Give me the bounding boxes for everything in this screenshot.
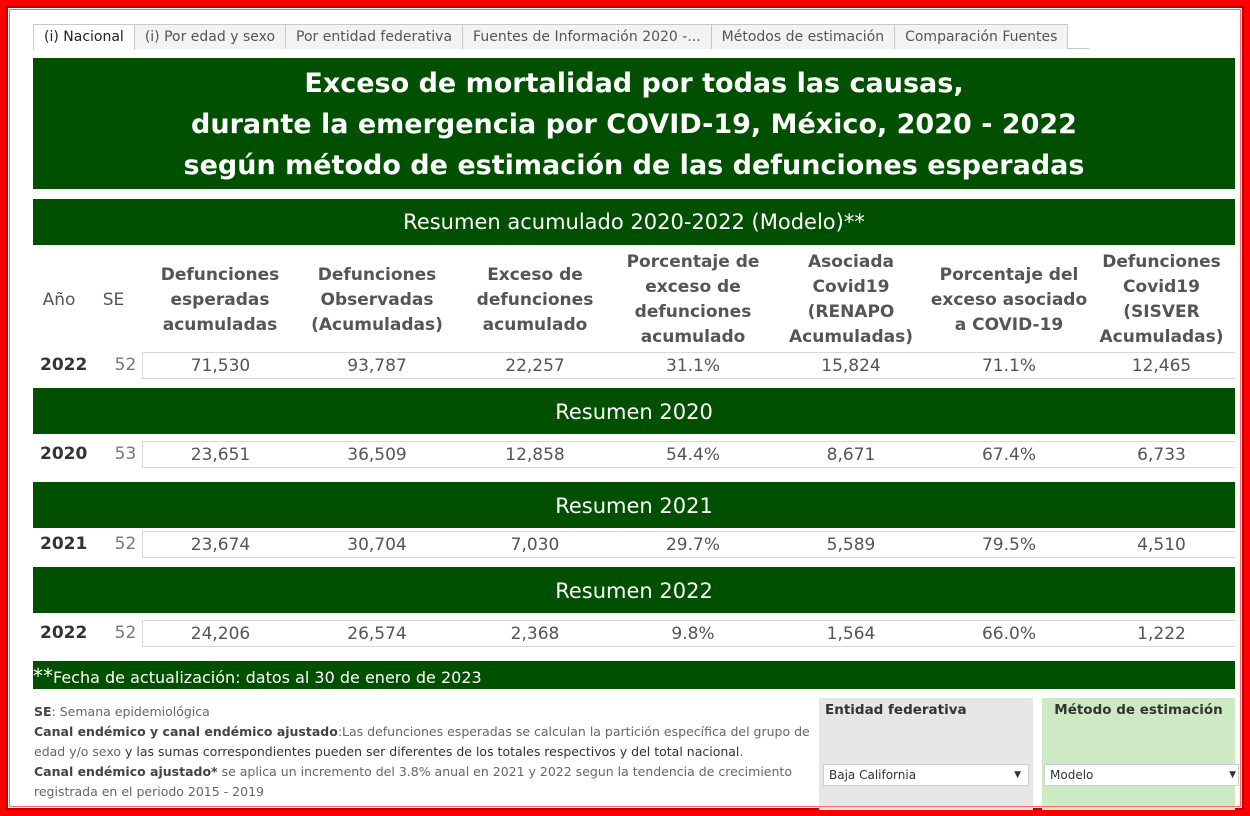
note-ajustado: Canal endémico ajustado* se aplica un in… (34, 764, 792, 799)
cell-expected: 24,206 (190, 624, 251, 644)
cell-sisver: 12,465 (1131, 356, 1192, 376)
row-values: 23,674 30,704 7,030 29.7% 5,589 79.5% 4,… (142, 531, 1235, 558)
row-se: 53 (114, 444, 137, 464)
header-se: SE (102, 289, 125, 310)
table-row-2020: 2020 53 23,651 36,509 12,858 54.4% 8,671… (33, 441, 1235, 468)
header-observed: Defunciones Observadas (Acumuladas) (311, 264, 443, 335)
note-se: SE: Semana epidemiológica (34, 704, 210, 719)
entity-select[interactable]: Baja California ▼ (823, 764, 1029, 786)
update-stars: ** (33, 664, 53, 688)
cell-observed: 30,704 (347, 535, 407, 555)
cell-sisver: 1,222 (1137, 624, 1186, 644)
row-se: 52 (114, 534, 137, 554)
title-line-3: según método de estimación de las defunc… (183, 150, 1085, 181)
cell-pct-excess: 29.7% (665, 535, 720, 555)
tab-metodos[interactable]: Métodos de estimación (710, 24, 896, 49)
filter-method: Método de estimación Modelo ▼ (1042, 698, 1239, 810)
cell-pct-assoc: 66.0% (981, 624, 1036, 644)
cell-pct-assoc: 67.4% (981, 445, 1036, 465)
tab-bar: (i) Nacional (i) Por edad y sexo Por ent… (33, 24, 1089, 50)
cell-pct-assoc: 71.1% (981, 356, 1036, 376)
table-row-2022: 2022 52 24,206 26,574 2,368 9.8% 1,564 6… (33, 620, 1235, 647)
row-year: 2022 (40, 355, 88, 375)
cell-expected: 71,530 (190, 356, 251, 376)
row-se: 52 (114, 355, 137, 375)
update-text: Fecha de actualización: datos al 30 de e… (53, 668, 482, 687)
cell-observed: 36,509 (347, 445, 407, 465)
header-associated: Asociada Covid19 (RENAPO Acumuladas) (789, 252, 913, 347)
chevron-down-icon: ▼ (1229, 770, 1236, 780)
header-pct-assoc: Porcentaje del exceso asociado a COVID-1… (930, 264, 1088, 335)
header-sisver: Defunciones Covid19 (SISVER Acumuladas) (1099, 252, 1224, 347)
chevron-down-icon: ▼ (1014, 770, 1021, 780)
header-year: Año (42, 289, 76, 310)
row-se: 52 (114, 623, 137, 643)
tab-edad-sexo[interactable]: (i) Por edad y sexo (133, 24, 287, 49)
cell-observed: 26,574 (347, 624, 407, 644)
cell-pct-assoc: 79.5% (981, 535, 1036, 555)
cell-sisver: 6,733 (1137, 445, 1186, 465)
table-row-cumulative: 2022 52 71,530 93,787 22,257 31.1% 15,82… (33, 352, 1235, 379)
tab-entidad[interactable]: Por entidad federativa (285, 24, 464, 49)
summary-heading: Resumen acumulado 2020-2022 (Modelo)** (33, 199, 1235, 245)
method-select-value: Modelo (1050, 768, 1094, 782)
table-row-2021: 2021 52 23,674 30,704 7,030 29.7% 5,589 … (33, 531, 1235, 558)
filter-entity: Entidad federativa Baja California ▼ (819, 698, 1033, 810)
cell-associated: 1,564 (826, 624, 876, 644)
header-expected: Defunciones esperadas acumuladas (160, 264, 280, 335)
header-excess: Exceso de defunciones acumulado (476, 264, 594, 335)
tab-fuentes[interactable]: Fuentes de Información 2020 -... (462, 24, 712, 49)
cell-associated: 15,824 (821, 356, 881, 376)
title-line-1: Exceso de mortalidad por todas las causa… (304, 68, 964, 99)
entity-select-value: Baja California (829, 768, 917, 782)
header-pct-excess: Porcentaje de exceso de defunciones acum… (626, 252, 760, 347)
row-year: 2021 (40, 534, 88, 554)
title-line-2: durante la emergencia por COVID-19, Méxi… (191, 109, 1077, 140)
cell-pct-excess: 31.1% (665, 356, 720, 376)
cell-pct-excess: 54.4% (665, 445, 720, 465)
note-canal: Canal endémico y canal endémico ajustado… (34, 724, 810, 759)
row-values: 24,206 26,574 2,368 9.8% 1,564 66.0% 1,2… (142, 620, 1235, 647)
heading-2021: Resumen 2021 (33, 482, 1235, 528)
tab-nacional[interactable]: (i) Nacional (33, 24, 135, 50)
cell-associated: 5,589 (826, 535, 876, 555)
row-year: 2022 (40, 623, 88, 643)
row-values: 71,530 93,787 22,257 31.1% 15,824 71.1% … (142, 352, 1235, 379)
cell-excess: 12,858 (505, 445, 565, 465)
dashboard-title: Exceso de mortalidad por todas las causa… (33, 58, 1235, 189)
heading-2022: Resumen 2022 (33, 567, 1235, 613)
cell-associated: 8,671 (826, 445, 876, 465)
cell-expected: 23,674 (190, 535, 251, 555)
method-select[interactable]: Modelo ▼ (1044, 764, 1239, 786)
cell-excess: 7,030 (510, 535, 560, 555)
heading-2020: Resumen 2020 (33, 388, 1235, 434)
row-values: 23,651 36,509 12,858 54.4% 8,671 67.4% 6… (142, 441, 1235, 468)
notes-block: SE: Semana epidemiológica Canal endémico… (34, 702, 814, 802)
filter-entity-label: Entidad federativa (825, 702, 967, 718)
tab-comparacion[interactable]: Comparación Fuentes (894, 24, 1069, 49)
cell-expected: 23,651 (190, 445, 251, 465)
update-note: **Fecha de actualización: datos al 30 de… (33, 661, 1235, 689)
cell-pct-excess: 9.8% (671, 624, 715, 644)
filter-method-label: Método de estimación (1054, 702, 1223, 718)
cell-excess: 22,257 (505, 356, 565, 376)
cell-observed: 93,787 (347, 356, 407, 376)
row-year: 2020 (40, 444, 88, 464)
cell-sisver: 4,510 (1137, 535, 1186, 555)
cell-excess: 2,368 (510, 624, 560, 644)
table-header: Año SE Defunciones esperadas acumuladas … (33, 248, 1235, 352)
